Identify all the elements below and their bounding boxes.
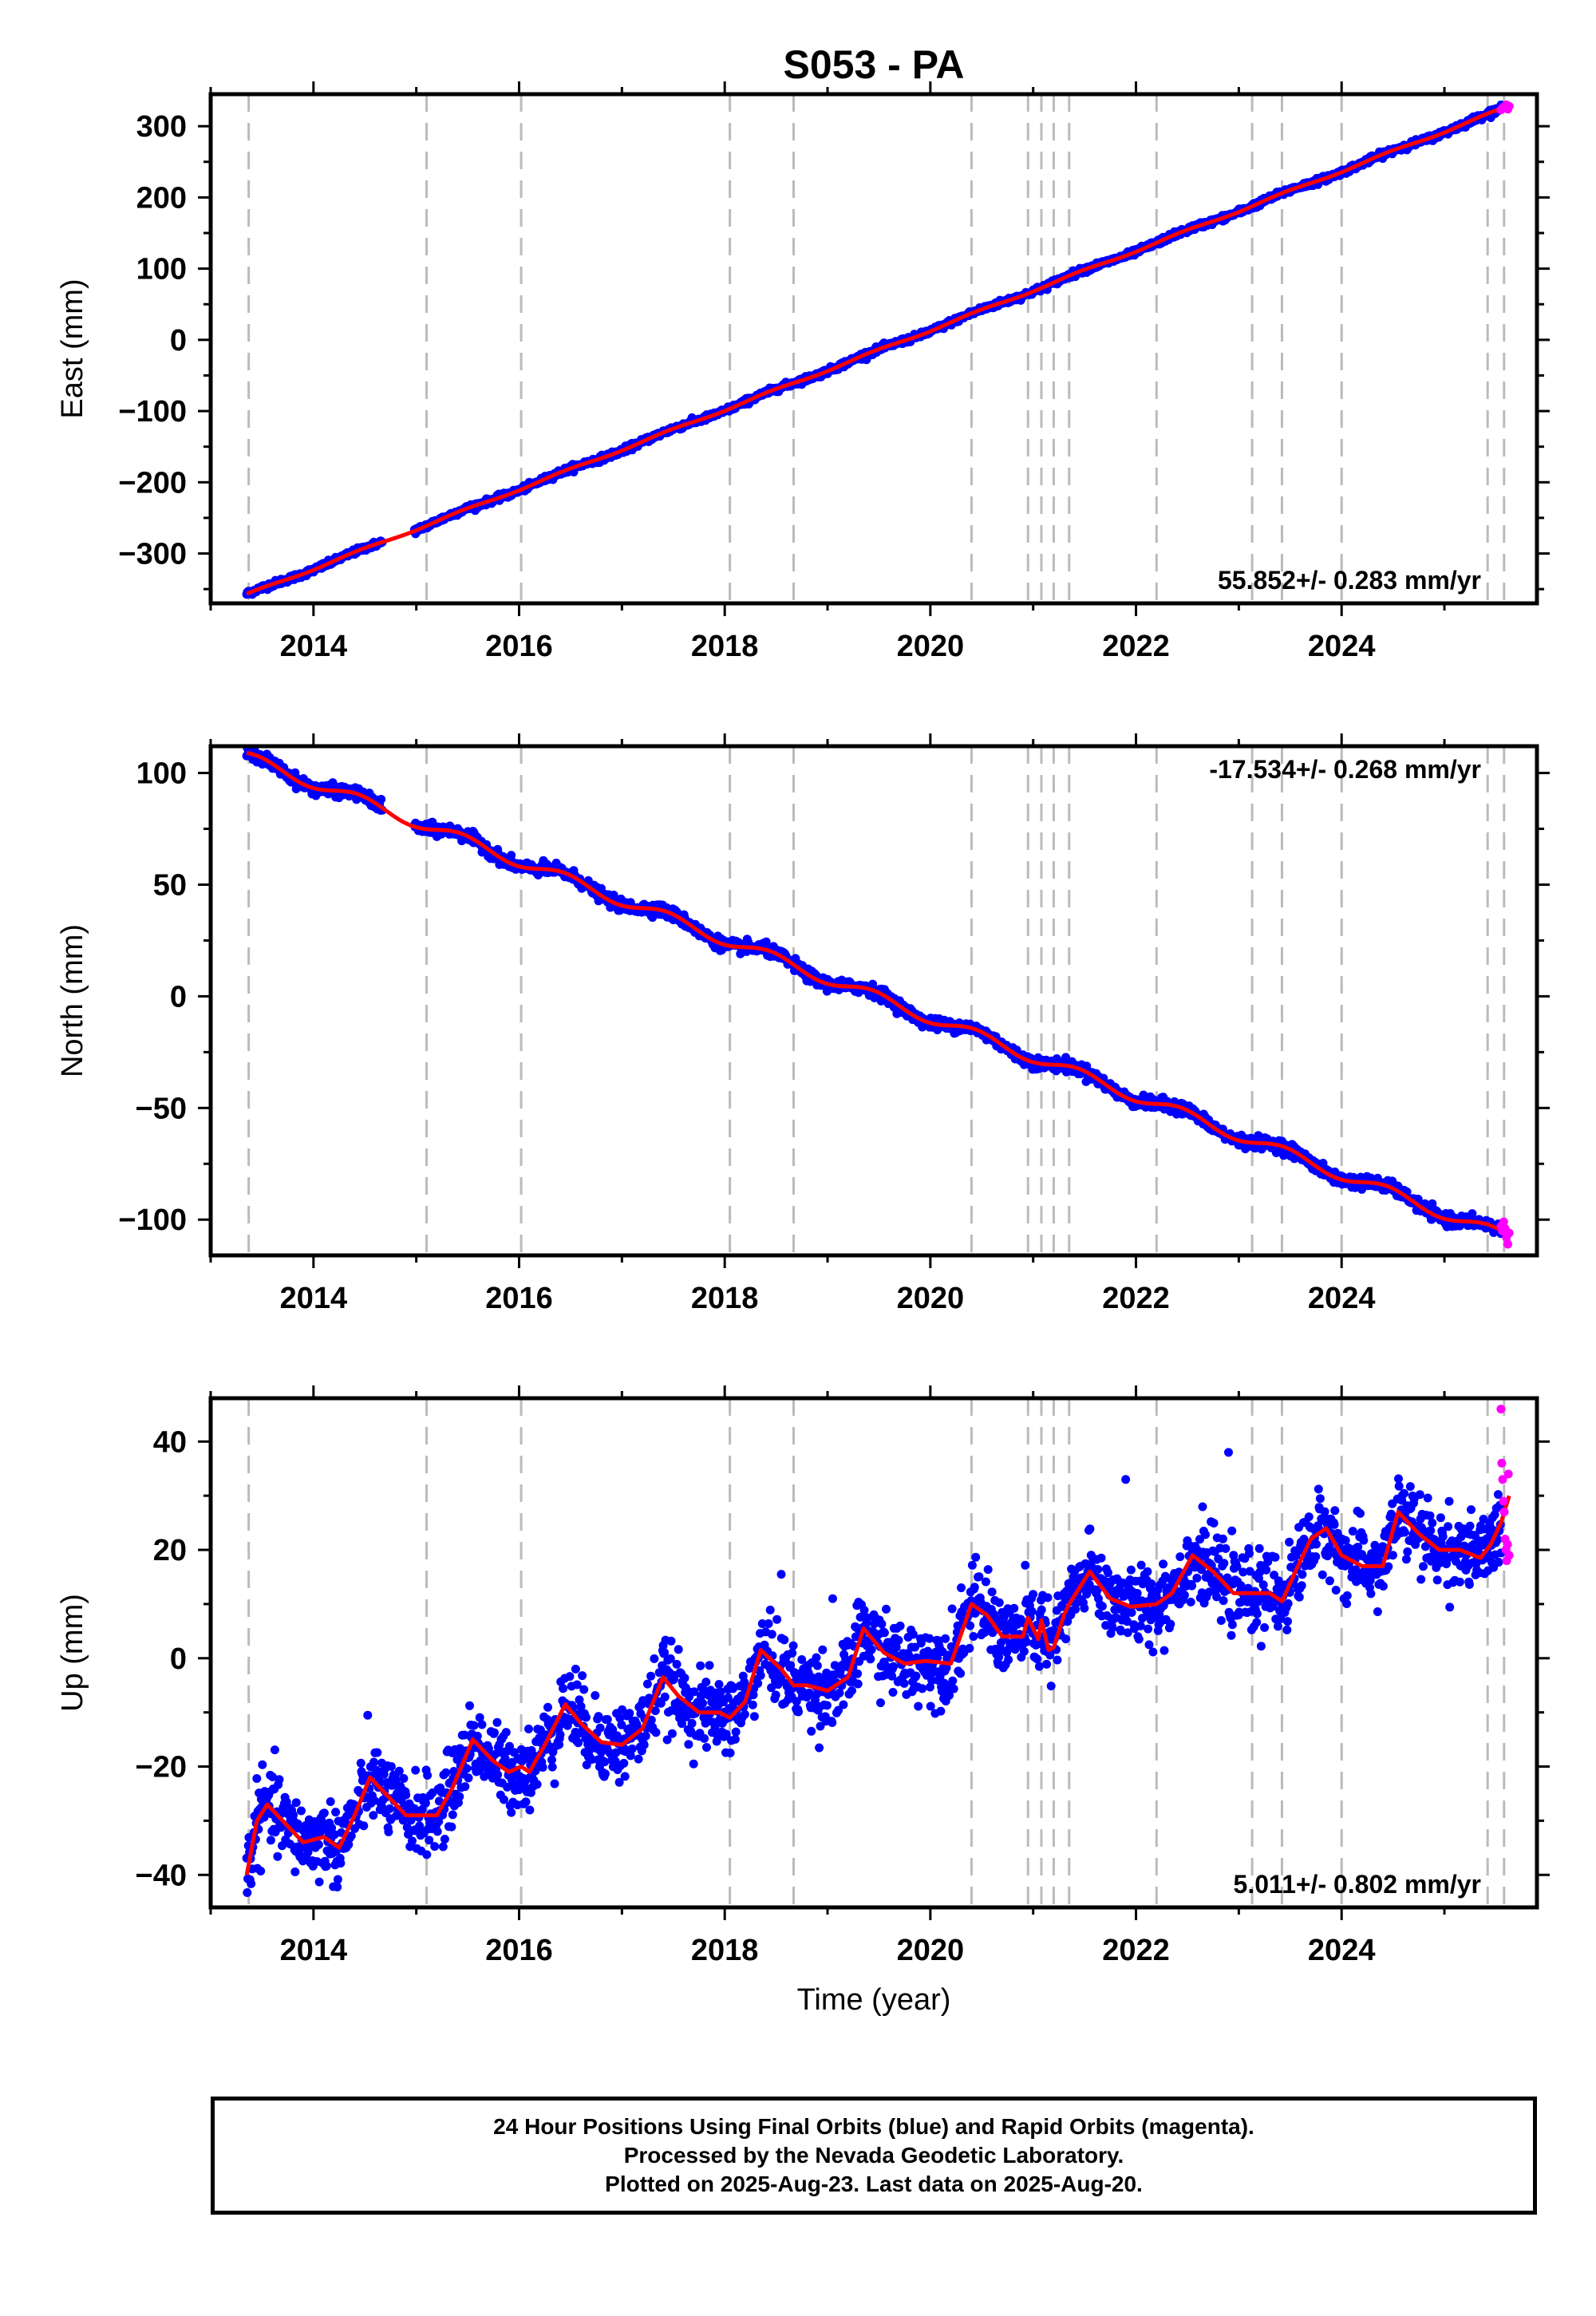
final-orbit-point: [490, 1728, 499, 1737]
y-tick-label: 300: [136, 110, 187, 144]
final-orbit-point: [394, 1766, 404, 1776]
x-tick-label: 2018: [691, 630, 759, 663]
rapid-orbit-point: [1504, 1228, 1514, 1238]
final-orbit-point: [464, 1773, 473, 1783]
final-orbit-point: [460, 1782, 470, 1792]
final-orbit-point: [363, 1710, 373, 1720]
final-orbit-point: [243, 1888, 252, 1897]
y-tick-label: 50: [153, 868, 187, 902]
y-axis-label: East (mm): [56, 279, 89, 418]
final-orbit-point: [369, 1757, 378, 1767]
final-orbit-point: [369, 1811, 378, 1820]
y-tick-label: −100: [118, 395, 187, 429]
y-tick-label: −200: [118, 466, 187, 500]
rapid-orbit-point: [1504, 101, 1514, 111]
x-tick-label: 2014: [280, 1282, 348, 1315]
x-tick-label: 2022: [1102, 1282, 1170, 1315]
final-orbit-point: [326, 1797, 335, 1806]
figure-title: S053 - PA: [784, 42, 965, 87]
final-orbit-point: [385, 1804, 394, 1813]
final-orbit-point: [258, 1760, 267, 1769]
plot-area: [242, 746, 1514, 1255]
final-orbit-point: [359, 1821, 369, 1831]
y-tick-label: 0: [170, 980, 187, 1014]
final-orbit-point: [356, 1758, 365, 1768]
final-orbit-point: [322, 1861, 331, 1871]
final-orbit-point: [333, 1875, 342, 1884]
final-orbit-point: [448, 1810, 457, 1820]
east-panel: 2014 2016 2018 2020 2022 2024 −300 −200 −100 0 100…: [56, 81, 1550, 663]
final-orbit-point: [421, 1798, 430, 1808]
x-tick-label: 2018: [691, 1282, 759, 1315]
final-orbit-point: [455, 1792, 464, 1801]
y-tick-label: 200: [136, 181, 187, 215]
final-orbit-point: [336, 1859, 346, 1868]
final-orbit-point: [477, 1720, 487, 1729]
final-orbit-point: [492, 1717, 502, 1727]
final-orbit-point: [441, 1768, 451, 1777]
final-orbit-point: [291, 1798, 301, 1808]
final-orbit-point: [384, 1827, 393, 1836]
plot-area: [242, 94, 1514, 603]
final-orbit-point: [333, 1883, 342, 1891]
final-orbit-point: [377, 795, 386, 804]
final-orbit-point: [399, 1773, 409, 1783]
final-orbit-point: [297, 1806, 306, 1816]
x-tick-label: 2024: [1308, 1282, 1376, 1315]
final-orbit-point: [270, 1745, 279, 1755]
final-orbit-point: [319, 1808, 329, 1818]
final-orbit-point: [411, 1765, 421, 1775]
final-orbit-point: [373, 1748, 382, 1757]
final-orbit-point: [433, 1827, 442, 1836]
final-orbit-point: [275, 1775, 284, 1784]
north-panel: 2014 2016 2018 2020 2022 2024 −100 −50 0 50 100 Nor…: [56, 733, 1550, 1315]
plot-area: [242, 1398, 1514, 1907]
final-orbit-point: [266, 1836, 275, 1845]
final-orbit-point: [290, 1867, 300, 1876]
final-orbit-point: [256, 1867, 266, 1875]
x-tick-label: 2020: [897, 630, 965, 663]
final-orbit-point: [314, 1840, 323, 1849]
y-tick-label: 100: [136, 253, 187, 287]
final-orbit-point: [314, 1877, 324, 1887]
x-tick-label: 2024: [1308, 630, 1376, 663]
final-orbit-point: [440, 1835, 449, 1844]
y-tick-label: 0: [170, 324, 187, 358]
y-tick-label: −100: [118, 1203, 187, 1237]
final-orbit-point: [422, 1850, 432, 1860]
final-orbit-point: [386, 1762, 396, 1771]
final-orbit-point: [252, 1774, 262, 1783]
final-orbit-point: [469, 1721, 479, 1730]
x-tick-label: 2016: [485, 1282, 553, 1315]
final-orbit-point: [438, 1842, 448, 1852]
rapid-orbit-point: [1503, 1239, 1512, 1249]
y-tick-label: −50: [136, 1092, 187, 1125]
rate-label: 55.852+/- 0.283 mm/yr: [1218, 566, 1481, 595]
final-orbit-point: [331, 1808, 341, 1817]
x-tick-label: 2020: [897, 1282, 965, 1315]
final-orbit-point: [465, 1701, 474, 1710]
model-fit-line: [245, 104, 1511, 596]
final-orbit-point: [408, 1836, 417, 1846]
final-orbit-point: [430, 1842, 440, 1852]
x-tick-label: 2014: [280, 630, 348, 663]
x-tick-label: 2016: [485, 630, 553, 663]
rate-label: -17.534+/- 0.268 mm/yr: [1209, 755, 1481, 784]
x-tick-label: 2022: [1102, 630, 1170, 663]
final-orbit-point: [273, 1852, 282, 1861]
final-orbit-point: [247, 1879, 256, 1888]
final-orbit-point: [401, 1790, 411, 1800]
final-orbit-points: [242, 1448, 1506, 1897]
y-tick-label: −300: [118, 538, 187, 571]
final-orbit-point: [423, 1771, 433, 1780]
y-tick-label: 100: [136, 757, 187, 791]
final-orbit-point: [447, 1822, 456, 1832]
final-orbit-point: [303, 1848, 313, 1857]
y-axis-label: North (mm): [56, 924, 89, 1077]
final-orbit-point: [761, 937, 771, 947]
final-orbit-point: [493, 1770, 503, 1780]
